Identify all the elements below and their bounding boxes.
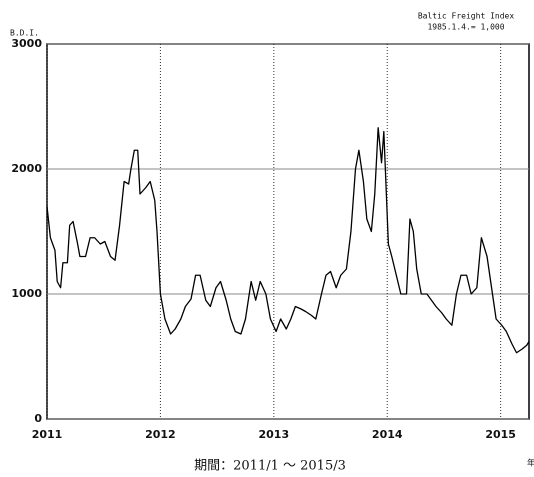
caption: 期間：2011/1 ～ 2015/3	[194, 459, 346, 474]
y-tick-label: 2000	[11, 162, 42, 175]
y-tick-label: 0	[34, 412, 42, 425]
x-tick-label: 2013	[259, 428, 290, 441]
x-unit: 年	[527, 458, 534, 468]
data-line	[46, 127, 530, 354]
y-tick-label: 1000	[11, 287, 42, 300]
chart-title: B.D.I.	[10, 29, 39, 38]
x-tick-label: 2011	[32, 428, 63, 441]
chart-subtitle: Baltic Freight Index	[418, 12, 515, 21]
x-tick-label: 2015	[485, 428, 516, 441]
chart-note: 1985.1.4.= 1,000	[427, 23, 504, 32]
x-tick-label: 2014	[372, 428, 403, 441]
y-tick-label: 3000	[11, 37, 42, 50]
x-tick-label: 2012	[145, 428, 176, 441]
